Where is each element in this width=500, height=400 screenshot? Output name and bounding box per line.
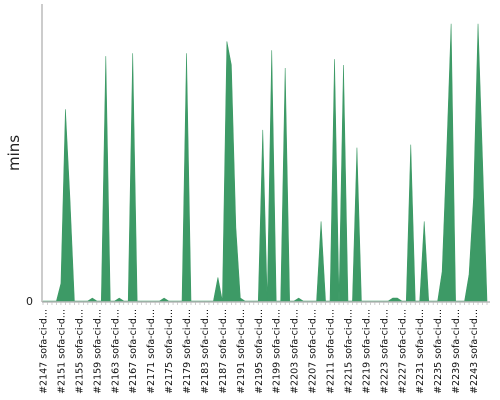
data-point xyxy=(450,23,452,25)
data-point xyxy=(396,297,398,299)
data-point xyxy=(445,152,447,154)
x-tick-label: #2199 sofa-ci-d... xyxy=(272,309,283,394)
x-tick-label: #2223 sofa-ci-d... xyxy=(379,309,390,394)
x-tick-label: #2227 sofa-ci-d... xyxy=(397,309,408,394)
x-tick-label: #2159 sofa-ci-d... xyxy=(92,309,103,394)
data-point xyxy=(217,276,219,278)
x-tick-label: #2151 sofa-ci-d... xyxy=(56,309,67,394)
y-axis-label: mins xyxy=(5,135,23,171)
x-tick-label: #2235 sofa-ci-d... xyxy=(433,309,444,394)
data-point xyxy=(239,297,241,299)
data-point xyxy=(163,297,165,299)
x-tick-label: #2239 sofa-ci-d... xyxy=(451,309,462,394)
x-tick-label: #2203 sofa-ci-d... xyxy=(290,309,301,394)
x-tick-label: #2179 sofa-ci-d... xyxy=(182,309,193,394)
data-point xyxy=(284,67,286,69)
data-point xyxy=(441,270,443,272)
x-tick-label: #2187 sofa-ci-d... xyxy=(218,309,229,394)
data-point xyxy=(481,158,483,160)
data-point xyxy=(226,40,228,42)
x-tick-label: #2171 sofa-ci-d... xyxy=(146,309,157,394)
x-tick-label: #2167 sofa-ci-d... xyxy=(128,309,139,394)
x-axis-ticks: #2147 sofa-ci-d... #2151 sofa-ci-d... #215… xyxy=(39,302,488,394)
x-tick-label: #2195 sofa-ci-d... xyxy=(254,309,265,394)
data-point xyxy=(410,143,412,145)
x-tick-label: #2183 sofa-ci-d... xyxy=(200,309,211,394)
data-point xyxy=(297,297,299,299)
data-point xyxy=(333,58,335,60)
data-point xyxy=(271,49,273,51)
data-point xyxy=(392,297,394,299)
plot-area xyxy=(43,23,488,302)
data-point xyxy=(185,52,187,54)
data-point xyxy=(262,129,264,131)
x-tick-label: #2155 sofa-ci-d... xyxy=(74,309,85,394)
y-tick-label: 0 xyxy=(26,295,33,308)
data-point xyxy=(320,220,322,222)
data-point xyxy=(423,220,425,222)
data-point xyxy=(69,197,71,199)
data-point xyxy=(342,64,344,66)
x-tick-label: #2175 sofa-ci-d... xyxy=(164,309,175,394)
x-tick-label: #2207 sofa-ci-d... xyxy=(308,309,319,394)
x-tick-label: #2243 sofa-ci-d... xyxy=(469,309,480,394)
data-point xyxy=(118,297,120,299)
x-tick-label: #2147 sofa-ci-d... xyxy=(39,309,50,394)
data-point xyxy=(235,226,237,228)
data-point xyxy=(132,52,134,54)
data-point xyxy=(105,55,107,57)
x-tick-label: #2211 sofa-ci-d... xyxy=(326,309,337,394)
data-point xyxy=(60,282,62,284)
data-point xyxy=(230,64,232,66)
y-axis-ticks: 0 xyxy=(26,295,33,308)
x-tick-label: #2163 sofa-ci-d... xyxy=(110,309,121,394)
x-tick-label: #2215 sofa-ci-d... xyxy=(343,309,354,394)
x-tick-label: #2231 sofa-ci-d... xyxy=(415,309,426,394)
data-point xyxy=(91,297,93,299)
x-tick-label: #2219 sofa-ci-d... xyxy=(361,309,372,394)
data-point xyxy=(472,197,474,199)
series-area xyxy=(43,23,488,302)
x-tick-label: #2191 sofa-ci-d... xyxy=(236,309,247,394)
data-point xyxy=(477,23,479,25)
data-point xyxy=(64,108,66,110)
data-point xyxy=(468,273,470,275)
data-point xyxy=(356,146,358,148)
